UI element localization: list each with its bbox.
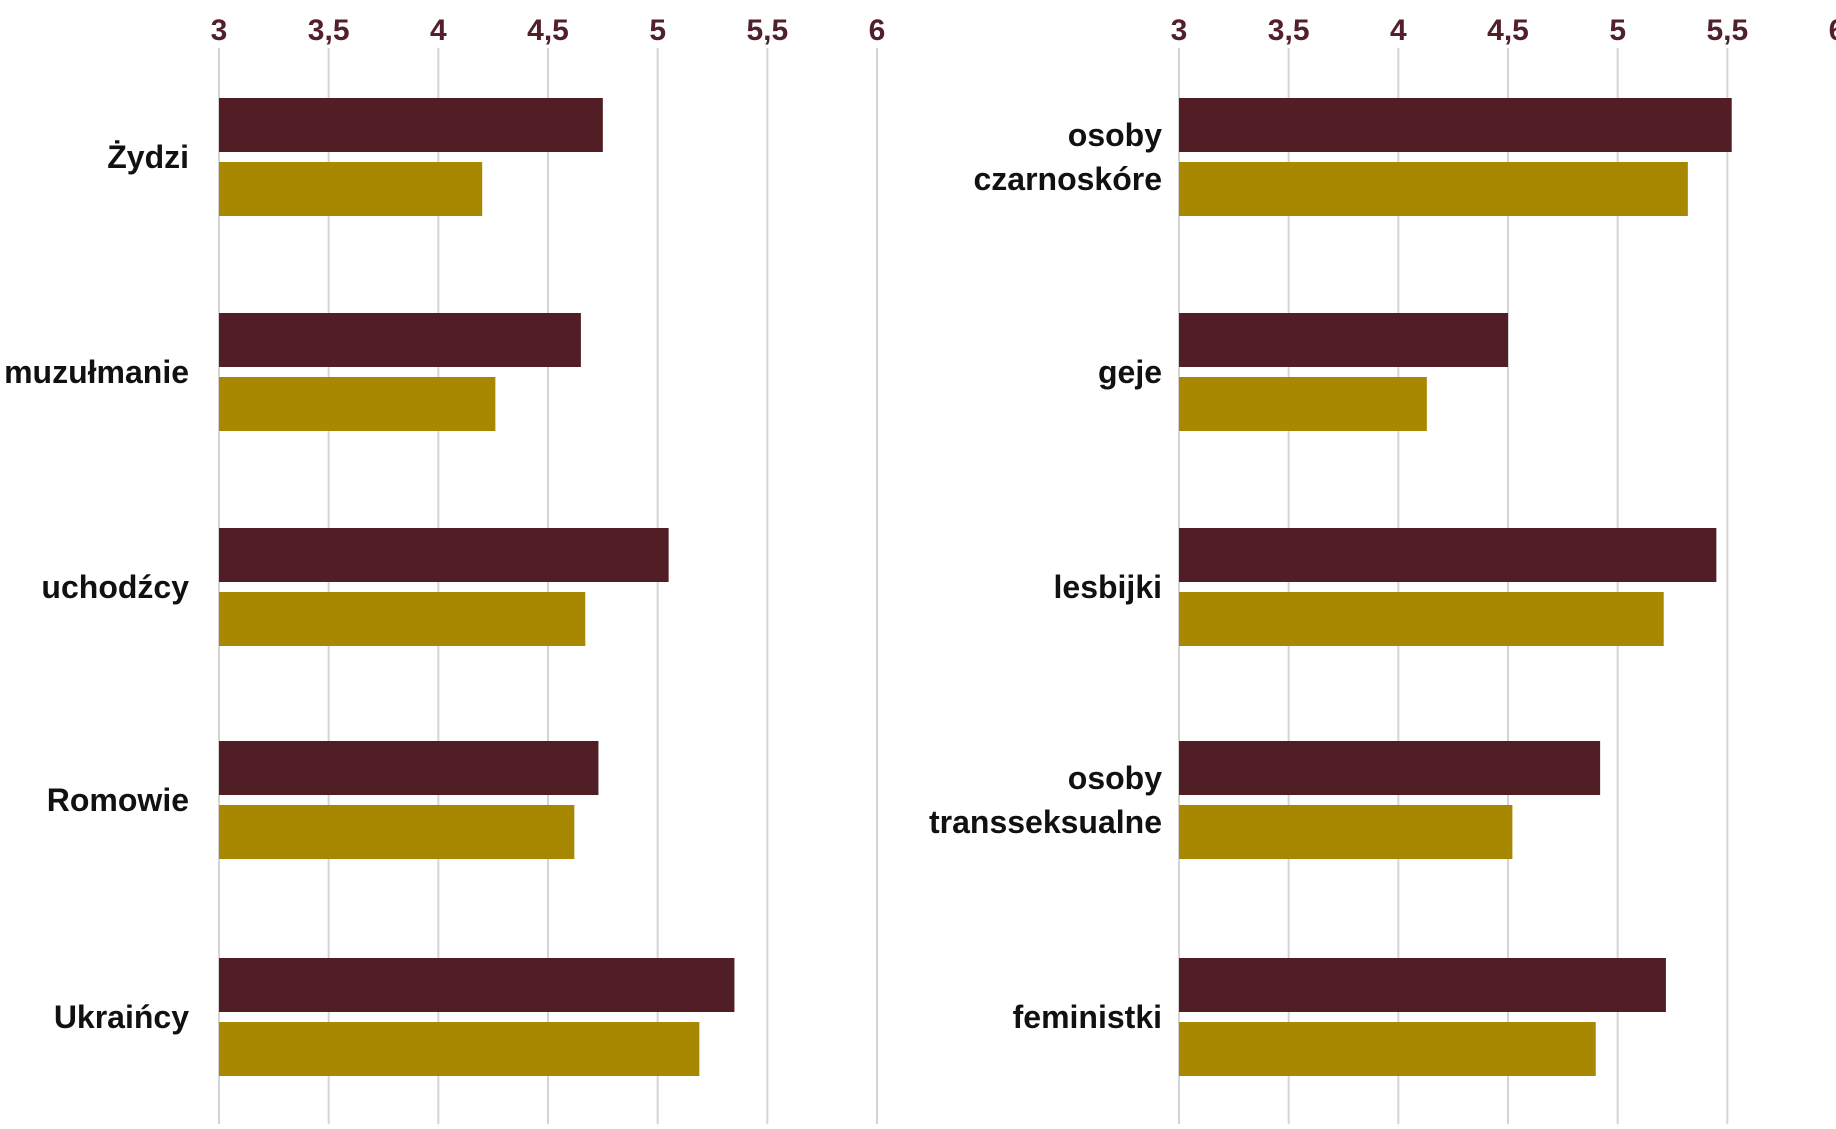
bar-series-2 — [1179, 592, 1664, 646]
chart-panel-2: 3 3,5 4 4,5 5 5,5 6 osoby czarnoskóre geje lesbijk… — [929, 14, 1836, 1124]
bar-series-1 — [1179, 528, 1717, 582]
category-label-line: Romowie — [47, 782, 189, 818]
category-label: Romowie — [47, 782, 189, 818]
category-label-line: uchodźcy — [41, 569, 189, 605]
bar-series-2 — [219, 1022, 700, 1076]
category-label: osoby czarnoskóre — [973, 117, 1162, 197]
bar-series-1 — [1179, 98, 1732, 152]
bar-series-1 — [219, 958, 735, 1012]
category-label: osoby transseksualne — [929, 760, 1162, 840]
category-label-line: geje — [1098, 354, 1162, 390]
x-tick-label: 3 — [1171, 14, 1188, 47]
x-tick-label: 4,5 — [527, 14, 569, 47]
category-label: lesbijki — [1054, 569, 1163, 605]
bar-series-1 — [1179, 958, 1666, 1012]
category-label: Ukraińcy — [54, 999, 189, 1035]
category-label-line: czarnoskóre — [973, 161, 1162, 197]
x-tick-label: 3 — [211, 14, 228, 47]
x-tick-label: 4 — [430, 14, 447, 47]
category-label-line: lesbijki — [1054, 569, 1163, 605]
x-tick-label: 3,5 — [308, 14, 350, 47]
category-label: muzułmanie — [4, 354, 189, 390]
bar-series-2 — [1179, 162, 1688, 216]
category-label-line: Ukraińcy — [54, 999, 189, 1035]
x-tick-label: 6 — [869, 14, 886, 47]
x-tick-label: 5 — [649, 14, 666, 47]
category-label-line: feministki — [1013, 999, 1162, 1035]
x-tick-label: 5,5 — [1706, 14, 1748, 47]
x-tick-label: 4 — [1390, 14, 1407, 47]
bar-series-1 — [219, 528, 669, 582]
bar-series-2 — [1179, 377, 1427, 431]
bar-series-2 — [219, 377, 496, 431]
category-label-line: osoby — [1068, 117, 1162, 153]
bar-series-2 — [1179, 1022, 1596, 1076]
category-label-line: Żydzi — [107, 139, 189, 175]
x-tick-label: 5 — [1609, 14, 1626, 47]
bar-series-1 — [219, 98, 603, 152]
bar-series-2 — [1179, 805, 1513, 859]
category-label: feministki — [1013, 999, 1162, 1035]
bar-series-1 — [1179, 741, 1601, 795]
category-label: geje — [1098, 354, 1162, 390]
x-tick-label: 5,5 — [746, 14, 788, 47]
chart-panel-1: 3 3,5 4 4,5 5 5,5 6 Żydzi muzułmanie uchodźcy Romo… — [4, 14, 885, 1124]
category-label-line: muzułmanie — [4, 354, 189, 390]
x-tick-label: 4,5 — [1487, 14, 1529, 47]
category-label-line: osoby — [1068, 760, 1162, 796]
x-tick-label: 3,5 — [1268, 14, 1310, 47]
bar-series-2 — [219, 592, 586, 646]
x-tick-label: 6 — [1829, 14, 1836, 47]
bar-series-1 — [219, 741, 599, 795]
bar-series-1 — [219, 313, 581, 367]
bar-series-2 — [219, 162, 483, 216]
bar-series-1 — [1179, 313, 1508, 367]
bar-series-2 — [219, 805, 575, 859]
category-label: Żydzi — [107, 139, 189, 175]
category-label-line: transseksualne — [929, 804, 1162, 840]
category-label: uchodźcy — [41, 569, 189, 605]
